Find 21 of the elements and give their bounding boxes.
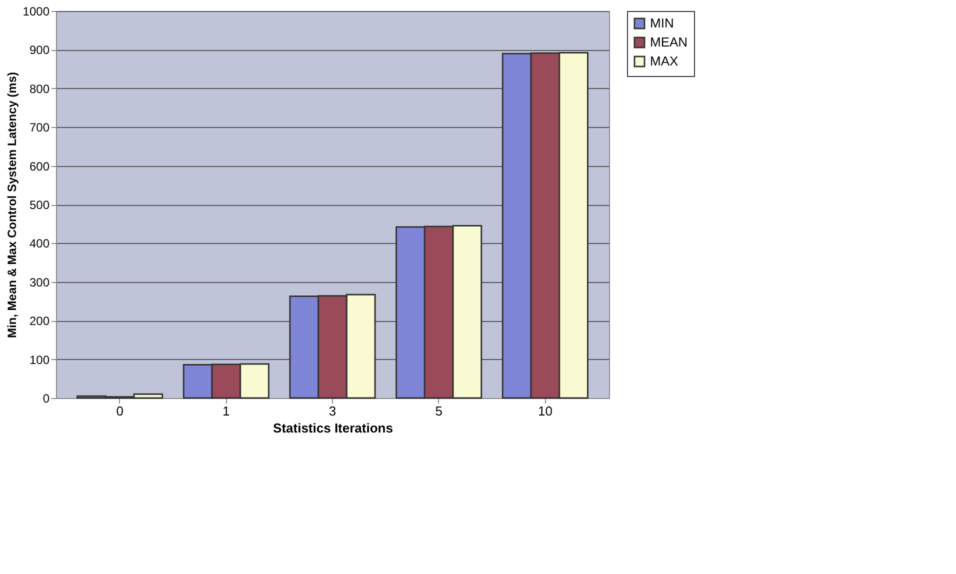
x-tick-label: 1 [222,404,230,418]
y-tick-label: 300 [29,275,50,290]
y-tick-label: 0 [42,392,50,406]
y-tick-label: 700 [29,120,50,135]
legend-label: MEAN [650,34,688,50]
x-tick-label: 0 [116,404,124,418]
x-axis-title: Statistics Iterations [273,420,393,436]
y-tick-label: 500 [29,198,50,212]
y-tick-label: 100 [29,352,50,367]
y-tick-label: 400 [29,236,50,251]
legend-label: MIN [650,16,674,30]
x-tick-label: 5 [435,404,442,418]
legend-label: MAX [650,54,678,68]
y-tick-label: 900 [29,43,50,58]
x-tick-label: 3 [328,404,336,418]
y-tick-label: 600 [29,159,50,174]
x-tick-label: 10 [538,404,552,418]
y-tick-label: 1000 [22,4,50,18]
y-axis-title: Min, Mean & Max Control System Latency (ms) [4,72,19,338]
y-tick-label: 800 [29,82,50,96]
y-tick-label: 200 [29,314,50,328]
